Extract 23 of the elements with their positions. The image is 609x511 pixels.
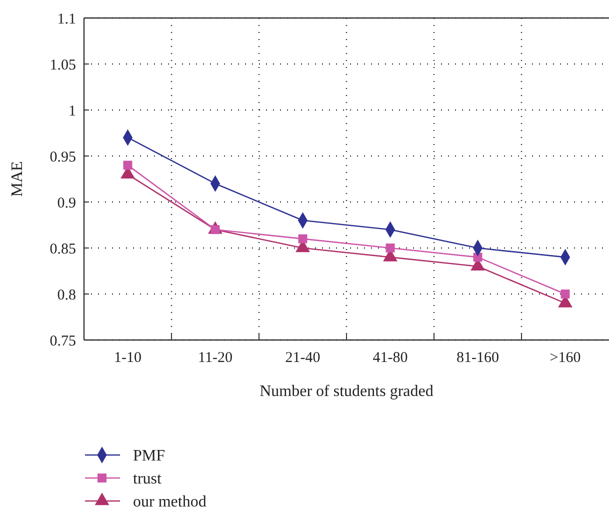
x-tick-label: 1-10 bbox=[114, 350, 142, 366]
y-tick-label: 0.9 bbox=[57, 195, 76, 212]
x-tick-label: 41-80 bbox=[372, 350, 408, 366]
x-axis-title: Number of students graded bbox=[260, 383, 434, 400]
point bbox=[560, 290, 570, 298]
point bbox=[123, 160, 132, 170]
x-tick-label: 11-20 bbox=[198, 350, 232, 366]
point bbox=[298, 234, 308, 244]
y-tick-label: 0.75 bbox=[50, 333, 76, 350]
x-tick-label: 81-160 bbox=[456, 350, 499, 366]
point bbox=[386, 244, 395, 252]
legend-label: our method bbox=[133, 494, 206, 511]
x-tick-label: 21-40 bbox=[285, 350, 320, 366]
y-axis-title: MAE bbox=[9, 161, 26, 197]
y-tick-label: 1 bbox=[68, 103, 76, 120]
legend-label: PMF bbox=[133, 448, 166, 465]
y-tick-label: 1.05 bbox=[50, 57, 76, 74]
y-tick-label: 1.1 bbox=[57, 11, 76, 28]
y-tick-label: 0.95 bbox=[50, 149, 76, 166]
y-tick-label: 0.8 bbox=[57, 287, 76, 304]
x-tick-label: >160 bbox=[550, 350, 581, 366]
y-tick-label: 0.85 bbox=[50, 241, 76, 258]
legend-label: trust bbox=[133, 470, 162, 488]
